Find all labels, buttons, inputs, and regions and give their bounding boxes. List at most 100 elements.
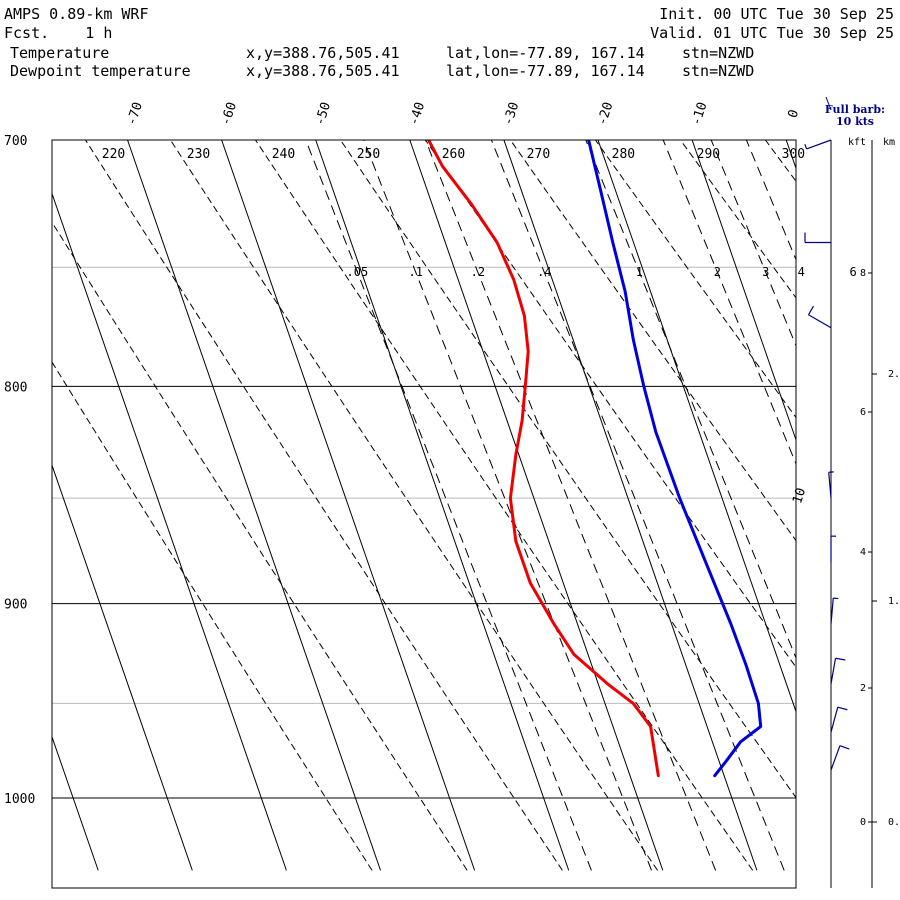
valid-time: Valid. 01 UTC Tue 30 Sep 25 [650,24,894,42]
mixing-ratio-label: 1 [636,265,643,279]
wind-barb-column [804,96,850,888]
dry-adiabat [340,140,796,799]
temperature-label: 0 [786,108,803,120]
forecast-hour: Fcst. 1 h [4,24,112,42]
legend-temperature-station: stn=NZWD [682,44,754,62]
dry-adiabat [679,140,796,299]
wind-barb [804,139,832,150]
wind-barb-staff [830,598,834,625]
legend-temperature-latlon: lat,lon=-77.89, 167.14 [446,44,645,62]
pressure-label-800: 800 [4,380,27,395]
kft-label: 2 [860,683,866,694]
km-label: 1. [888,596,900,607]
wind-barb-staff [806,139,832,150]
temperature-label: -10 [689,100,711,127]
dewpoint-profile-line [427,140,660,778]
barb-note-line1: Full barb: [825,103,885,116]
wind-barb-staff [830,707,839,733]
mixing-ratio-label: .05 [347,265,369,279]
dry-adiabat-label: 260 [442,147,465,162]
wind-barb-flag [835,657,846,661]
model-title: AMPS 0.89-km WRF [4,5,149,23]
dry-adiabat [85,140,563,871]
dry-adiabat-label: 290 [697,147,720,162]
mixing-ratio-line [363,140,652,871]
axis-labels: 700 800 900 1000 -70 -60 -50 -40 -30 -20 -10 0 10 220… [4,100,857,807]
kft-label: 6 [860,407,866,418]
profiles [427,140,763,778]
barb-note-pointer [825,96,832,111]
legend-dewpoint-name: Dewpoint temperature [10,62,191,80]
isotherm [503,140,758,871]
wind-barb-flag [839,745,850,750]
isotherm [221,140,476,871]
pressure-label-700: 700 [4,134,27,149]
wind-barb [804,232,831,244]
dry-adiabat-label: 270 [527,147,550,162]
mixing-ratio-label: 4 [798,265,805,279]
wind-barb-flag [804,143,808,150]
wind-barb [807,305,832,329]
temperature-label: -70 [124,100,146,127]
kft-label: 8 [860,268,866,279]
mixing-ratio-line [798,140,900,870]
dry-adiabat-label: 280 [612,147,635,162]
wind-barb-flag [807,305,815,316]
wind-barb-staff [830,745,841,771]
dry-adiabat [170,140,659,871]
isotherm [52,192,287,871]
wind-barb-staff [808,314,832,329]
temperature-label: -40 [407,100,429,127]
isotherm [0,140,4,870]
dry-adiabat [424,140,796,669]
temperature-profile-line [587,140,763,778]
legend-dewpoint-station: stn=NZWD [682,62,754,80]
barb-note: Full barb: 10 kts [825,103,885,128]
dry-adiabat [52,361,373,871]
wind-barb [830,745,850,771]
init-time: Init. 00 UTC Tue 30 Sep 25 [659,5,894,23]
wind-barb [830,657,846,684]
plot-frame [51,139,797,889]
mixing-ratio-label: 3 [762,265,769,279]
dry-adiabat [764,140,796,183]
dry-adiabat-label: 220 [102,147,125,162]
isotherm [597,140,796,714]
temperature-label: -50 [313,100,335,127]
isotherm [880,140,900,870]
temperature-label: -60 [219,100,241,127]
legend-temperature-coords: x,y=388.76,505.41 [246,44,400,62]
isotherm [315,140,570,871]
kft-label: 4 [860,547,866,558]
mixing-ratio-label: .2 [471,265,485,279]
wind-barb [828,471,834,499]
dry-adiabat-label: 230 [187,147,210,162]
wind-barb-flag [837,706,848,711]
grid-lines [0,140,900,871]
pressure-label-900: 900 [4,598,27,613]
km-label: 2. [888,369,900,380]
kft-label: 0 [860,817,866,828]
wind-barb [830,597,839,625]
dry-adiabat-label: 300 [782,147,805,162]
wind-barb-staff [828,472,832,499]
isotherm [127,140,381,871]
dry-adiabat [509,140,796,542]
mixing-ratio-label: .1 [408,265,422,279]
km-label: 0. [888,817,900,828]
legend: Temperature x,y=388.76,505.41 lat,lon=-7… [10,44,754,80]
mixing-ratio-line [662,140,796,466]
mixing-ratio-label: 2 [714,265,721,279]
legend-dewpoint-latlon: lat,lon=-77.89, 167.14 [446,62,645,80]
temperature-label: -30 [501,100,523,127]
isotherm [691,140,796,442]
dry-adiabat-label: 250 [357,147,380,162]
pressure-label-1000: 1000 [4,792,35,807]
header: AMPS 0.89-km WRF Fcst. 1 h Init. 00 UTC … [4,5,894,42]
isotherm [409,140,664,871]
dry-adiabat [594,140,796,419]
dry-adiabat-label: 240 [272,147,295,162]
isotherm [52,735,99,871]
